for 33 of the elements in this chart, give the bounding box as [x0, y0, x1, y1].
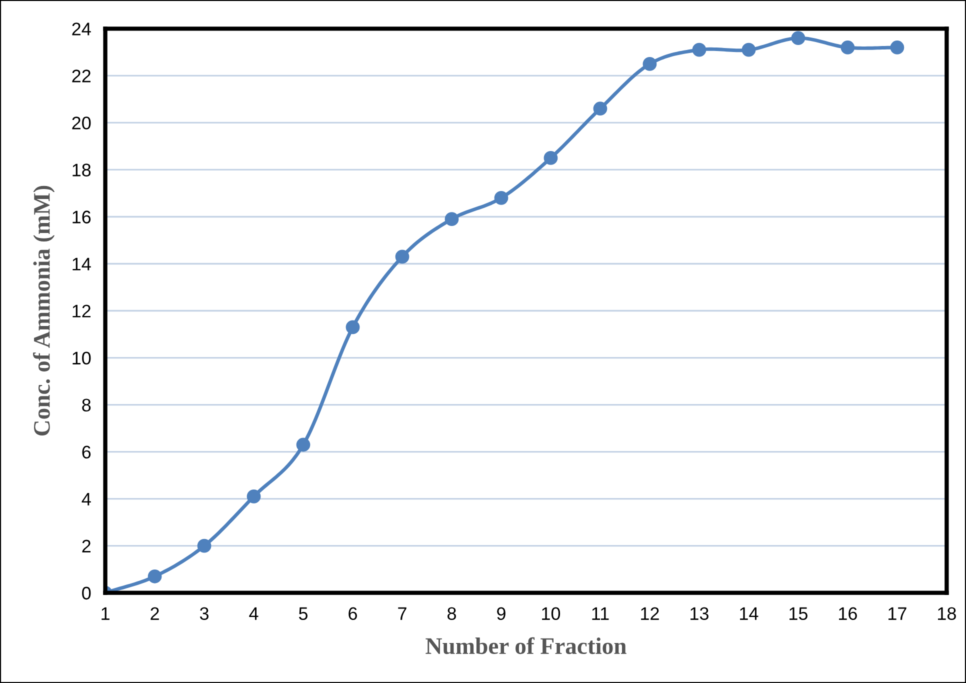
x-tick-label: 18 [938, 607, 956, 620]
x-tick-label: 8 [448, 607, 456, 620]
y-axis-title: Conc. of Ammonia (mM) [33, 186, 55, 436]
x-tick-label: 1 [102, 607, 110, 620]
x-tick-label: 10 [542, 607, 560, 620]
y-tick-label: 4 [82, 492, 91, 506]
y-tick-label: 16 [72, 210, 91, 224]
x-tick-label: 14 [740, 607, 758, 620]
x-tick-label: 13 [690, 607, 708, 620]
y-tick-label: 20 [72, 116, 91, 130]
y-tick-label: 22 [72, 70, 90, 82]
x-tick-label: 15 [790, 607, 808, 620]
y-tick-label: 6 [82, 446, 91, 459]
x-tick-label: 7 [398, 607, 406, 620]
y-tick-label: 10 [72, 352, 91, 364]
x-tick-label: 3 [200, 607, 209, 620]
y-tick-label: 0 [82, 586, 91, 600]
y-tick-label: 24 [72, 22, 91, 36]
x-tick-label: 12 [641, 607, 659, 620]
x-tick-label: 4 [249, 607, 258, 620]
x-tick-label: 9 [497, 607, 506, 620]
y-tick-label: 8 [82, 398, 91, 412]
x-tick-label: 2 [150, 607, 159, 620]
x-axis-title: Number of Fraction [426, 637, 626, 654]
x-tick-label: 11 [592, 607, 609, 620]
y-tick-label: 2 [82, 540, 90, 552]
y-tick-label: 14 [72, 258, 91, 270]
x-tick-label: 16 [839, 607, 857, 620]
y-tick-label: 18 [72, 164, 91, 176]
y-tick-label: 12 [72, 304, 90, 318]
x-tick-label: 6 [348, 607, 357, 620]
x-tick-label: 17 [888, 607, 906, 620]
x-tick-label: 5 [298, 607, 308, 620]
